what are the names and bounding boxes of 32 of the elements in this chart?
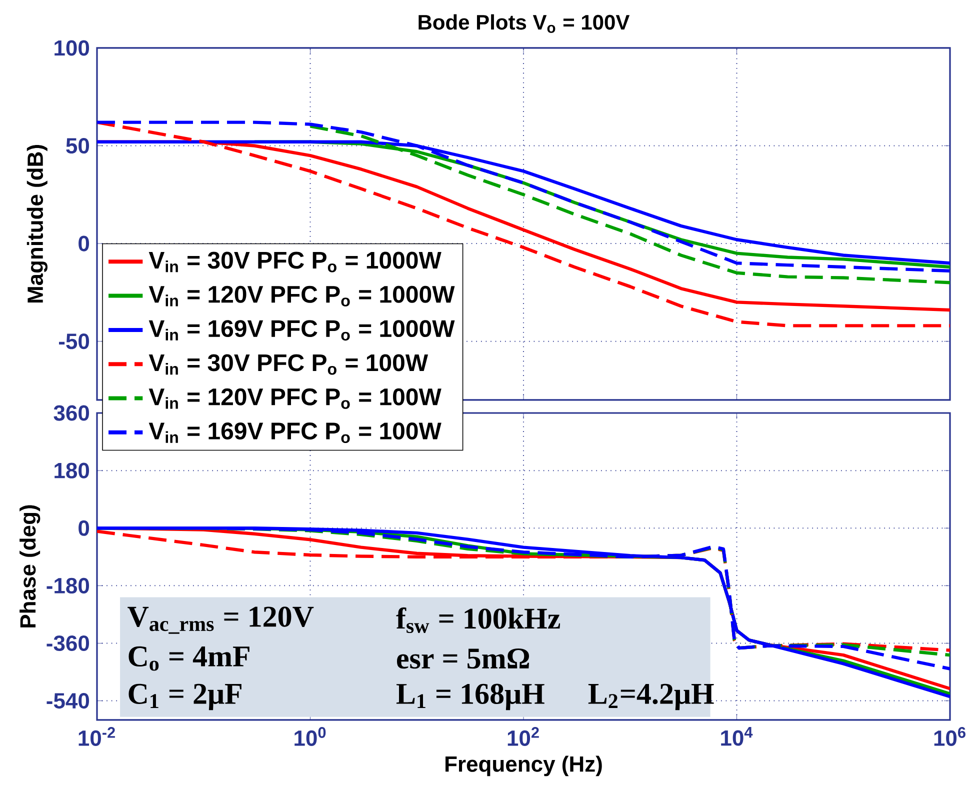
y-tick-label: -540 bbox=[46, 693, 90, 709]
annotation: C$_{1}$ = 2μF bbox=[128, 684, 242, 710]
x-tick-label: 10$^{2}$ bbox=[508, 727, 539, 746]
legend-label: V$_{in}$ = 30V PFC P$_{o}$ = 100W bbox=[148, 354, 428, 375]
y-tick-label: -50 bbox=[58, 334, 90, 350]
annotation: L$_{2}$=4.2μH bbox=[588, 684, 714, 710]
y-tick-label: 360 bbox=[54, 405, 90, 421]
x-tick-label: 10$^{4}$ bbox=[721, 727, 753, 746]
x-tick-label: 10$^{-2}$ bbox=[78, 727, 115, 746]
y-tick-label: 50 bbox=[66, 138, 90, 154]
annotation: C$_{o}$ = 4mF bbox=[128, 646, 250, 671]
y-axis-title: Magnitude (dB) bbox=[26, 145, 48, 303]
y-tick-label: 0 bbox=[78, 520, 90, 536]
x-axis-title: Frequency (Hz) bbox=[446, 756, 602, 776]
y-tick-label: 100 bbox=[54, 40, 90, 56]
annotation: f$_{sw}$ = 100kHz bbox=[396, 607, 560, 634]
y-tick-label: -180 bbox=[46, 578, 90, 594]
x-tick-label: 10$^{0}$ bbox=[294, 727, 326, 746]
legend-label: V$_{in}$ = 30V PFC P$_{o}$ = 1000W bbox=[148, 252, 442, 272]
y-tick-label: -360 bbox=[46, 635, 90, 652]
annotation: V$_{ac_rms}$ = 120V bbox=[128, 606, 314, 634]
y-tick-label: 180 bbox=[54, 462, 90, 478]
legend-label: V$_{in}$ = 120V PFC P$_{o}$ = 1000W bbox=[148, 286, 455, 306]
chart-title: Bode Plots V$_{o}$ = 100V bbox=[418, 14, 630, 33]
x-tick-label: 10$^{6}$ bbox=[934, 727, 966, 746]
legend-label: V$_{in}$ = 169V PFC P$_{o}$ = 100W bbox=[148, 422, 442, 444]
legend-label: V$_{in}$ = 120V PFC P$_{o}$ = 100W bbox=[148, 388, 442, 409]
y-axis-title: Phase (deg) bbox=[20, 505, 40, 628]
annotation: L$_{1}$ = 168μH bbox=[396, 684, 544, 710]
y-tick-label: 0 bbox=[78, 236, 90, 252]
legend-label: V$_{in}$ = 169V PFC P$_{o}$ = 1000W bbox=[148, 320, 455, 341]
annotation: esr = 5mΩ bbox=[396, 648, 530, 669]
